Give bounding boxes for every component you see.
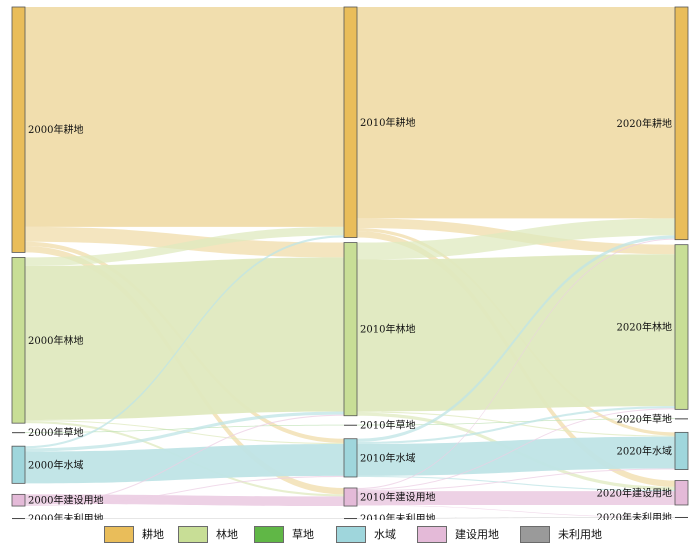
- node-label-2020-forest: 2020年林地: [617, 321, 672, 334]
- legend: 耕地 林地 草地 水域 建设用地 未利用地: [0, 524, 700, 546]
- flow-0-water-to-forest: [25, 411, 344, 452]
- flow-0-built-to-forest: [25, 414, 344, 505]
- legend-swatch-built: [417, 525, 447, 543]
- node-layer: [11, 6, 689, 520]
- node-label-2010-farmland: 2010年耕地: [360, 116, 415, 129]
- node-2010-forest: [343, 242, 358, 417]
- node-label-2000-forest: 2000年林地: [28, 334, 83, 347]
- flow-0-built-to-built: [25, 494, 344, 507]
- flow-1-built-to-farmland: [357, 238, 675, 490]
- legend-item-unused: 未利用地: [520, 524, 602, 544]
- node-label-2000-water: 2000年水域: [28, 458, 83, 471]
- legend-label-built: 建设用地: [455, 528, 499, 541]
- legend-label-water: 水域: [374, 528, 396, 541]
- legend-item-farmland: 耕地: [104, 524, 164, 544]
- legend-item-forest: 林地: [178, 524, 238, 544]
- legend-item-water: 水域: [336, 524, 396, 544]
- node-2010-built: [343, 487, 358, 507]
- legend-label-forest: 林地: [216, 528, 238, 541]
- flow-0-grass-to-grass: [25, 424, 344, 433]
- node-label-2020-built: 2020年建设用地: [597, 486, 672, 499]
- flow-1-water-to-water: [357, 436, 675, 476]
- node-label-2020-grass: 2020年草地: [617, 412, 672, 425]
- flow-1-built-to-built: [357, 491, 675, 505]
- node-2000-built: [11, 493, 26, 507]
- flow-1-grass-to-grass: [357, 418, 675, 426]
- node-2020-forest: [674, 244, 689, 410]
- node-2000-forest: [11, 257, 26, 424]
- node-label-2020-unused: 2020年未利用地: [597, 511, 672, 520]
- node-2020-built: [674, 480, 689, 506]
- node-label-2010-unused: 2010年未利用地: [360, 512, 435, 520]
- flow-0-forest-to-forest: [25, 257, 344, 420]
- flow-0-farmland-to-farmland: [25, 7, 344, 227]
- flow-1-farmland-to-farmland: [357, 7, 675, 219]
- legend-label-farmland: 耕地: [142, 528, 164, 541]
- flow-1-forest-to-forest: [357, 254, 675, 412]
- flow-0-unused-to-unused: [25, 518, 344, 519]
- node-label-2000-farmland: 2000年耕地: [28, 123, 83, 136]
- node-label-2010-forest: 2010年林地: [360, 323, 415, 336]
- flow-1-unused-to-unused: [357, 516, 675, 519]
- legend-label-unused: 未利用地: [558, 528, 602, 541]
- flow-1-forest-to-farmland: [357, 218, 675, 260]
- flow-1-water-to-forest: [357, 406, 675, 445]
- legend-swatch-forest: [178, 525, 208, 543]
- node-2010-water: [343, 438, 358, 478]
- node-label-2010-grass: 2010年草地: [360, 419, 415, 432]
- legend-swatch-farmland: [104, 525, 134, 543]
- legend-label-grass: 草地: [292, 528, 314, 541]
- node-2010-farmland: [343, 6, 358, 238]
- legend-item-grass: 草地: [254, 524, 314, 544]
- node-label-2000-grass: 2000年草地: [28, 426, 83, 439]
- flow-1-built-to-unused: [357, 504, 675, 518]
- node-label-2000-built: 2000年建设用地: [28, 494, 103, 507]
- flow-layer: [25, 7, 675, 519]
- label-layer: 2000年耕地 2000年林地 2000年草地 2000年水域 2000年建设用地 200…: [28, 116, 672, 520]
- node-2000-water: [11, 445, 26, 484]
- node-label-2020-farmland: 2020年耕地: [617, 117, 672, 130]
- node-2020-farmland: [674, 6, 689, 241]
- node-label-2010-water: 2010年水域: [360, 451, 415, 464]
- node-label-2020-water: 2020年水域: [617, 444, 672, 457]
- flow-1-built-to-forest: [357, 408, 675, 491]
- legend-swatch-unused: [520, 525, 550, 543]
- flow-1-water-to-farmland: [357, 235, 675, 442]
- sankey-diagram: 2000年耕地 2000年林地 2000年草地 2000年水域 2000年建设用地 200…: [11, 6, 689, 520]
- flow-1-forest-to-water: [357, 411, 675, 437]
- node-2000-farmland: [11, 6, 26, 253]
- node-label-2000-unused: 2000年未利用地: [28, 512, 103, 520]
- legend-swatch-grass: [254, 525, 284, 543]
- flow-1-water-to-built: [357, 475, 675, 492]
- flow-0-built-to-water: [25, 475, 344, 507]
- node-2020-water: [674, 431, 689, 470]
- flow-1-built-to-water: [357, 468, 675, 492]
- legend-swatch-water: [336, 525, 366, 543]
- flow-0-water-to-water: [25, 444, 344, 484]
- legend-item-built: 建设用地: [417, 524, 499, 544]
- flow-0-water-to-farmland: [25, 235, 344, 449]
- node-label-2010-built: 2010年建设用地: [360, 491, 435, 504]
- flow-0-forest-to-farmland: [25, 226, 344, 266]
